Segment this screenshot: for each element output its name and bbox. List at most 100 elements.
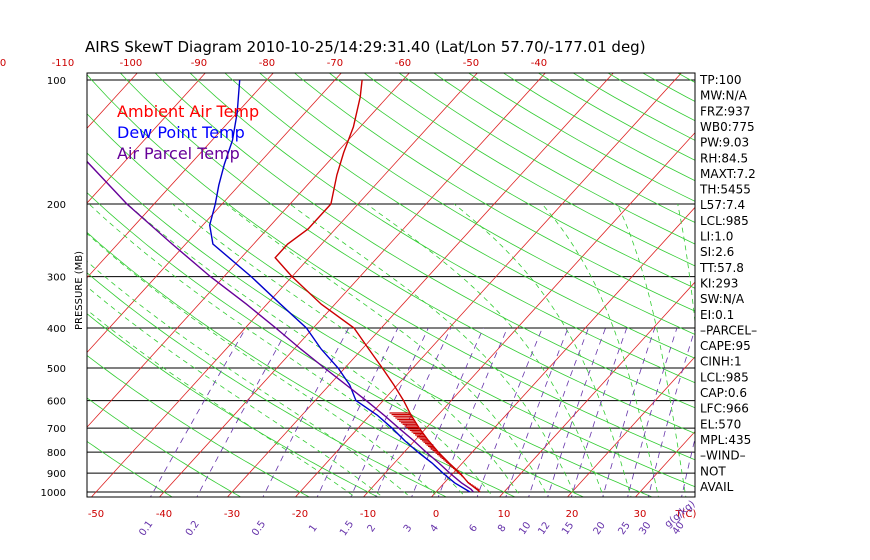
index-entry: –WIND– xyxy=(700,449,746,463)
moist-adiabat-line xyxy=(616,203,687,497)
top-temp-tick-label: -100 xyxy=(120,58,143,69)
pressure-tick-label: 600 xyxy=(47,397,66,408)
pressure-tick-label: 400 xyxy=(47,324,66,335)
index-entry: LCL:985 xyxy=(700,214,749,228)
isotherm-line xyxy=(0,61,12,501)
pressure-tick-label: 800 xyxy=(47,448,66,459)
dry-adiabat-line xyxy=(87,440,173,497)
index-entry: AVAIL xyxy=(700,480,734,494)
mixing-ratio-label: 30 xyxy=(637,520,653,537)
mixing-ratio-line xyxy=(350,327,429,497)
mixing-ratio-line xyxy=(528,327,589,497)
mixing-ratio-line xyxy=(196,327,289,497)
legend-entry: Ambient Air Temp xyxy=(117,102,259,121)
dry-adiabat-line xyxy=(293,73,695,312)
mixing-ratio-label: 25 xyxy=(616,520,632,537)
isotherm-line xyxy=(90,73,478,497)
mixing-ratio-line xyxy=(570,327,628,497)
mixing-ratio-label: 15 xyxy=(560,520,576,537)
bottom-temp-tick-label: 30 xyxy=(634,509,647,520)
mixing-ratio-line xyxy=(476,327,543,497)
isotherm-line xyxy=(430,206,695,497)
pressure-tick-label: 100 xyxy=(47,76,66,87)
isotherm-line xyxy=(226,73,614,497)
y-axis-label: PRESSURE (MB) xyxy=(74,251,85,330)
pressure-tick-label: 900 xyxy=(47,469,66,480)
profile-series xyxy=(87,79,481,493)
top-temp-tick-label: -40 xyxy=(531,58,547,69)
moist-adiabat-line xyxy=(88,203,467,497)
index-entry: RH:84.5 xyxy=(700,151,748,165)
index-entry: LCL:985 xyxy=(700,370,749,384)
bottom-temp-tick-label: -20 xyxy=(292,509,308,520)
isotherm-line xyxy=(294,73,682,497)
isotherm-line xyxy=(87,73,342,354)
moist-adiabat-line xyxy=(453,203,632,497)
mixing-ratio-label: 1.5 xyxy=(338,519,356,538)
isotherm-line xyxy=(87,73,410,428)
mixing-ratio-line xyxy=(437,327,508,497)
bottom-temp-tick-label: -10 xyxy=(360,509,376,520)
bottom-temp-tick-label: 10 xyxy=(498,509,511,520)
dew-point-temp-line xyxy=(208,79,471,493)
isotherm-line xyxy=(836,61,870,501)
index-entry: CAPE:95 xyxy=(700,339,751,353)
chart-title: AIRS SkewT Diagram 2010-10-25/14:29:31.4… xyxy=(85,38,646,56)
dry-adiabat-line xyxy=(224,73,695,359)
index-entry: WB0:775 xyxy=(700,120,755,134)
mixing-ratio-line xyxy=(647,327,695,497)
index-entry: EL:570 xyxy=(700,417,741,431)
dry-adiabat-line xyxy=(87,313,379,497)
mixing-ratio-label: 6 xyxy=(467,523,480,535)
bottom-temp-tick-label: -40 xyxy=(156,509,172,520)
index-entry: KI:293 xyxy=(700,276,738,290)
dry-adiabat-line xyxy=(189,73,695,384)
mixing-ratio-label: 12 xyxy=(536,520,552,537)
isotherm-line xyxy=(87,73,206,204)
isotherm-line xyxy=(498,281,695,497)
mixing-ratio-line xyxy=(150,327,247,497)
index-entry: TT:57.8 xyxy=(699,261,744,275)
index-entry: LFC:966 xyxy=(700,402,749,416)
top-temp-tick-label: -110 xyxy=(52,58,75,69)
dry-adiabat-line xyxy=(676,73,695,83)
index-entry: EI:0.1 xyxy=(700,308,734,322)
dry-adiabat-line xyxy=(328,73,695,289)
dry-adiabat-line xyxy=(154,73,695,409)
dry-adiabat-line xyxy=(87,272,448,497)
dry-adiabat-line xyxy=(87,113,695,488)
dry-adiabat-line xyxy=(87,397,242,497)
pressure-tick-label: 200 xyxy=(47,200,66,211)
moist-adiabat-line xyxy=(677,203,695,326)
isotherm-line xyxy=(566,356,695,497)
top-temp-tick-label: -50 xyxy=(463,58,479,69)
mixing-ratio-label: 0.1 xyxy=(137,519,155,538)
mixing-ratio-label: 20 xyxy=(592,520,608,537)
pressure-tick-label: 300 xyxy=(47,273,66,284)
index-entry: SI:2.6 xyxy=(700,245,734,259)
legend: Ambient Air Temp Dew Point Temp Air Parcel… xyxy=(117,102,259,163)
index-entry: L57:7.4 xyxy=(700,198,745,212)
bottom-temp-tick-label: -30 xyxy=(224,509,240,520)
moist-adiabat-line xyxy=(127,203,494,497)
dry-adiabat-line xyxy=(87,354,311,497)
ambient-air-temp-line xyxy=(274,79,481,493)
plot-frame xyxy=(86,72,696,498)
index-entry: MPL:435 xyxy=(700,433,751,447)
pressure-tick-label: 1000 xyxy=(41,488,66,499)
plot-area xyxy=(0,61,870,501)
top-temp-tick-label: -60 xyxy=(395,58,411,69)
mixing-ratio-label: 10 xyxy=(517,520,533,537)
moist-adiabat-line xyxy=(366,203,604,497)
mixing-ratio-label: 4 xyxy=(428,523,441,535)
isotherm-line xyxy=(0,61,80,501)
air-parcel-temp-line xyxy=(87,160,474,493)
mixing-ratio-line xyxy=(316,327,399,497)
dry-adiabat-line xyxy=(398,73,695,245)
dry-adiabat-line xyxy=(87,152,654,497)
dry-adiabat-line xyxy=(87,192,585,497)
dry-adiabat-line xyxy=(119,73,695,434)
moist-adiabat-line xyxy=(87,232,439,497)
